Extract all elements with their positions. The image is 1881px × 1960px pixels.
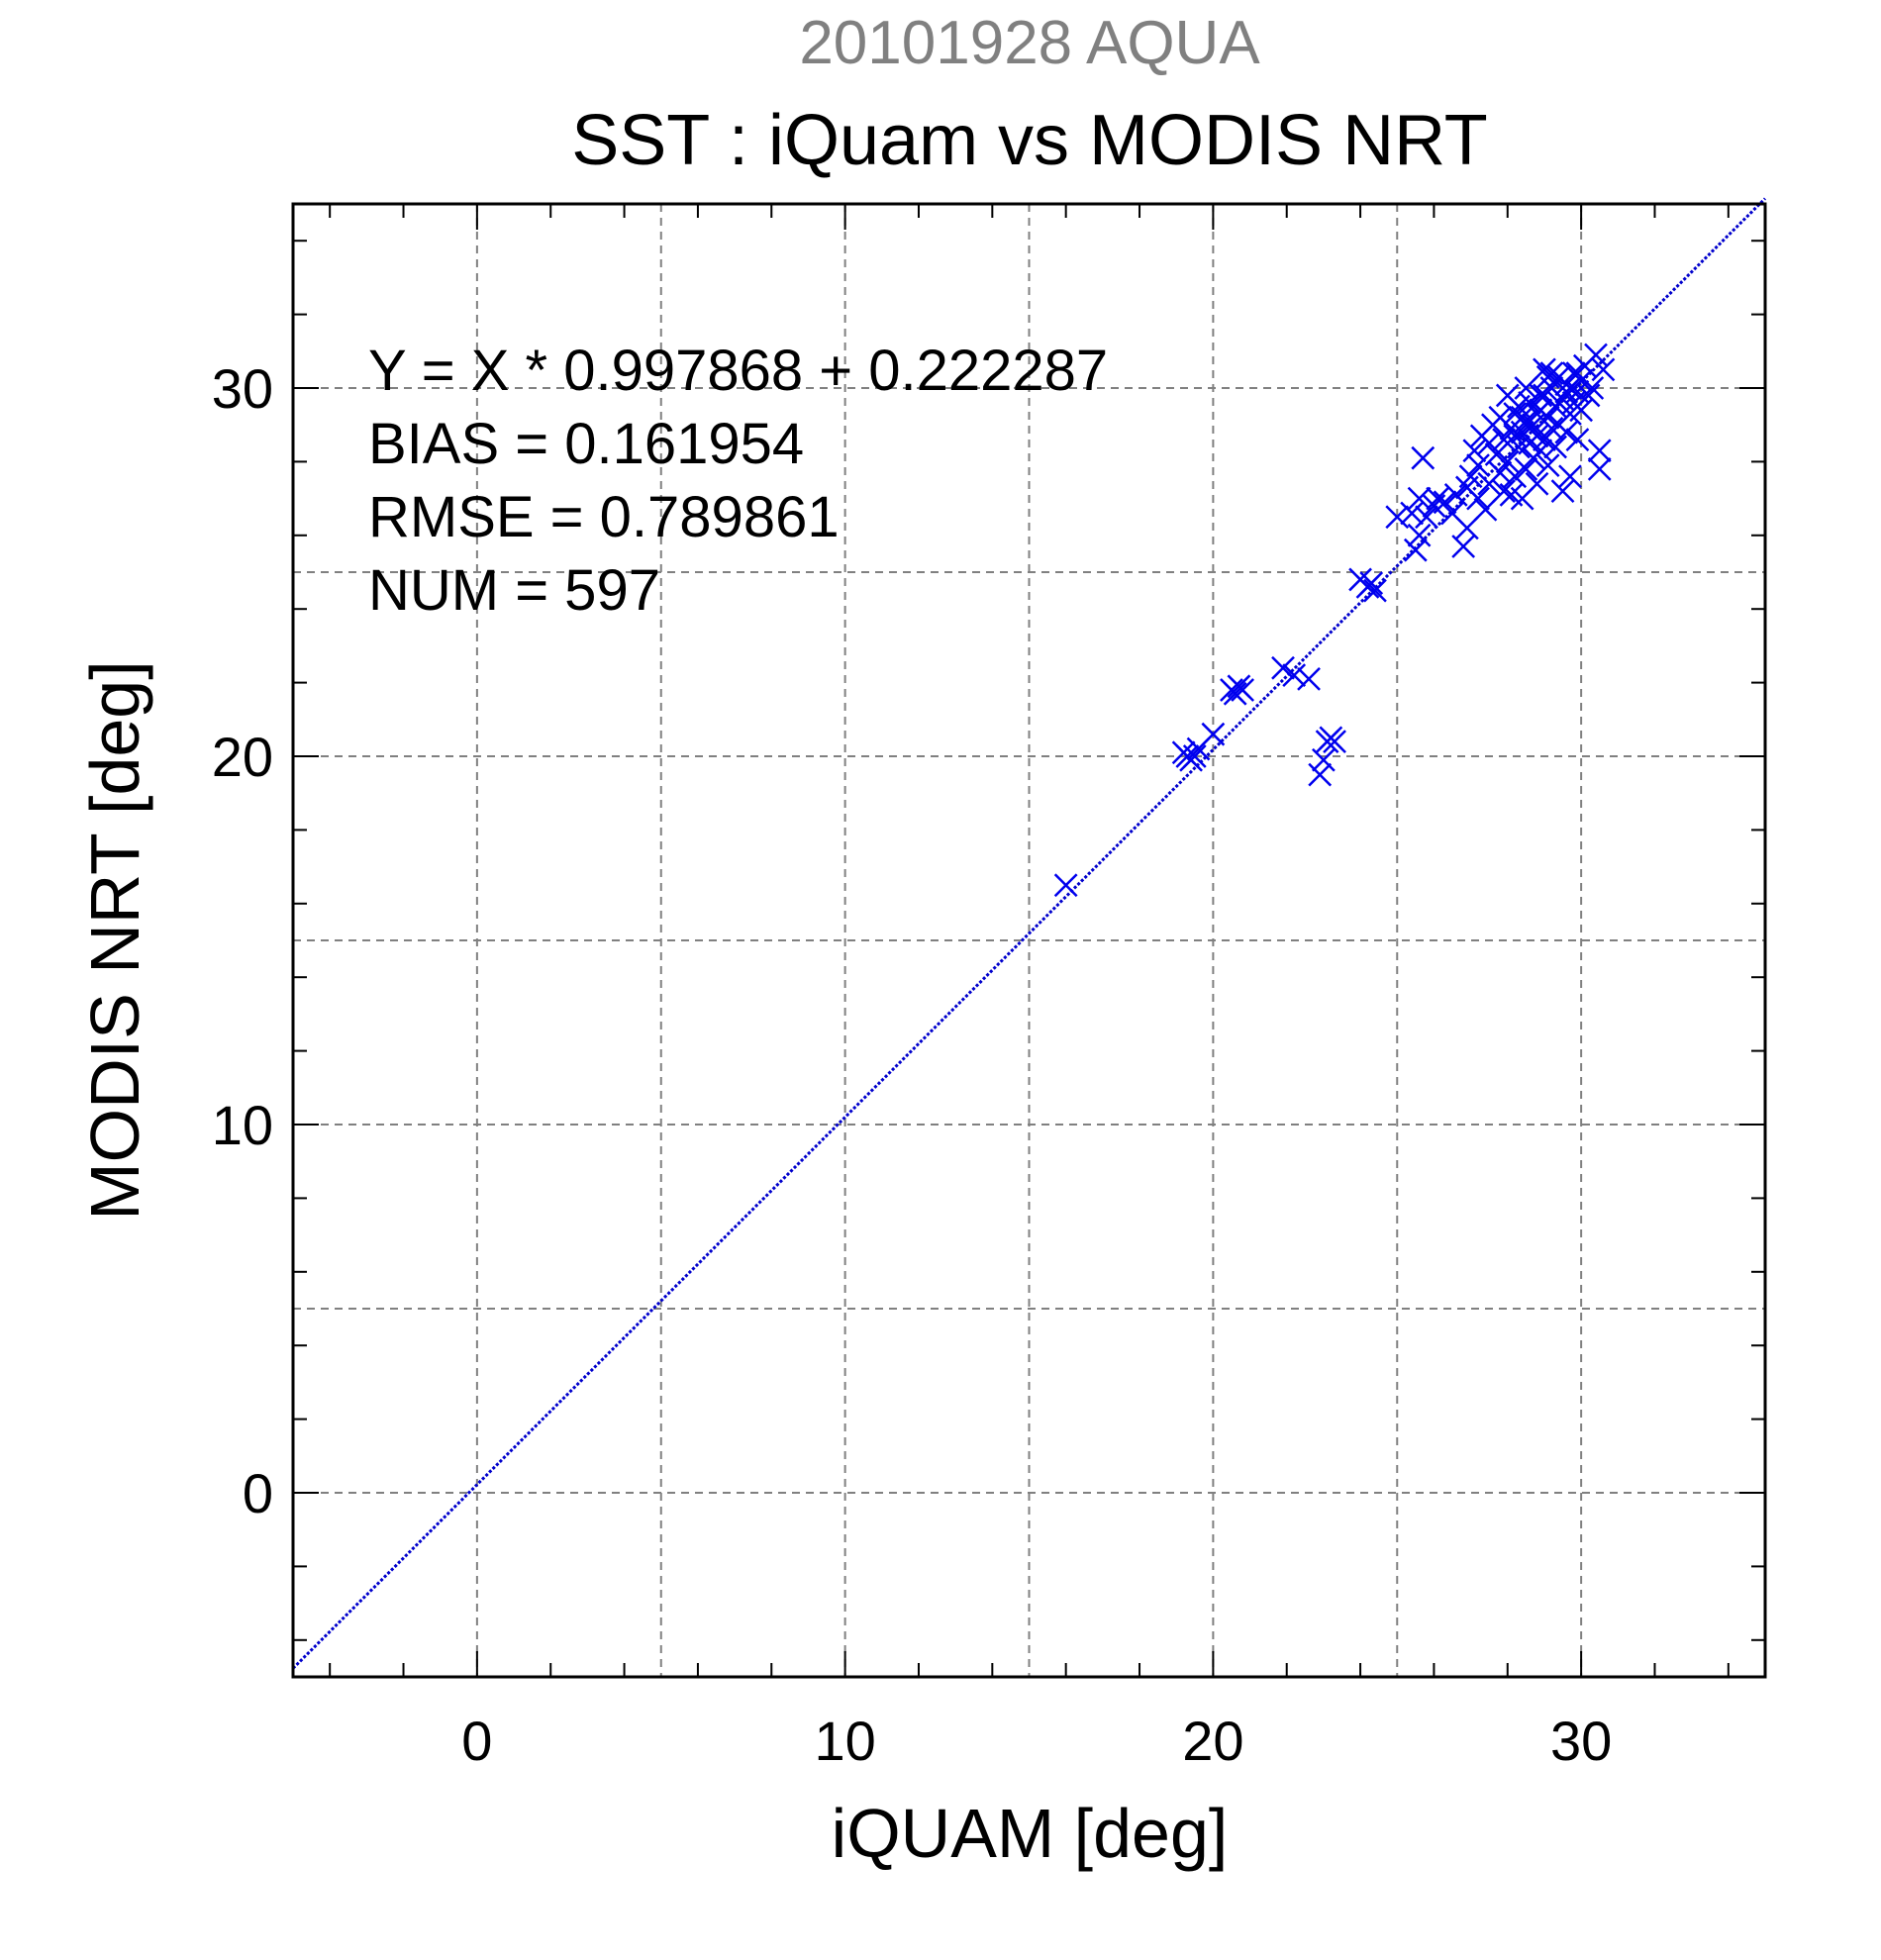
y-tick-label: 0 <box>243 1462 273 1524</box>
data-point <box>1510 405 1534 430</box>
stats-fit-equation: Y = X * 0.997868 + 0.222287 <box>368 339 1108 403</box>
data-point <box>1451 535 1476 558</box>
chart-title: SST : iQuam vs MODIS NRT <box>571 101 1488 180</box>
y-tick-label: 20 <box>212 726 273 788</box>
data-point <box>1407 523 1432 547</box>
data-point <box>1231 678 1254 702</box>
y-tick-label: 30 <box>212 357 273 420</box>
stats-rmse: RMSE = 0.789861 <box>368 485 840 549</box>
data-point <box>1407 486 1432 511</box>
data-point <box>1473 497 1498 522</box>
data-point <box>1443 482 1468 507</box>
data-point <box>1462 439 1487 463</box>
x-tick-label: 0 <box>461 1710 492 1772</box>
data-point <box>1466 453 1490 478</box>
y-axis-label: MODIS NRT [deg] <box>76 660 153 1220</box>
x-axis-label: iQUAM [deg] <box>832 1795 1229 1872</box>
data-point <box>1466 486 1490 511</box>
data-point <box>1558 464 1582 489</box>
data-point <box>1565 361 1590 386</box>
data-point <box>1403 538 1428 562</box>
axis-ticks <box>293 204 1765 1677</box>
data-point <box>1503 424 1528 448</box>
data-point <box>1454 516 1479 540</box>
data-point <box>1182 744 1207 768</box>
x-tick-label: 20 <box>1182 1710 1243 1772</box>
stats-box: Y = X * 0.997868 + 0.222287 BIAS = 0.161… <box>368 339 1108 623</box>
data-point <box>1271 655 1295 680</box>
data-point <box>1514 456 1538 481</box>
data-point <box>1477 431 1502 455</box>
data-point <box>1495 449 1520 474</box>
data-point <box>1554 420 1579 444</box>
grid-lines <box>293 204 1765 1677</box>
stats-bias: BIAS = 0.161954 <box>368 412 804 476</box>
plot-frame <box>291 202 1767 1679</box>
data-point <box>1503 464 1528 489</box>
data-point <box>1525 402 1549 426</box>
data-point <box>1587 439 1612 463</box>
data-point <box>1533 357 1556 382</box>
data-point <box>1587 456 1612 481</box>
data-point <box>1323 730 1346 754</box>
data-point <box>1415 505 1438 530</box>
chart-subtitle: 20101928 AQUA <box>799 9 1260 77</box>
data-point <box>1518 390 1541 415</box>
data-point <box>1484 442 1509 466</box>
data-point <box>1529 383 1553 408</box>
data-point <box>1535 364 1560 389</box>
data-point <box>1591 357 1616 382</box>
data-point <box>1569 398 1594 423</box>
data-point <box>1558 376 1582 400</box>
data-point <box>1223 681 1247 706</box>
data-point <box>1576 383 1601 408</box>
data-point <box>1518 417 1541 441</box>
data-point <box>1565 428 1590 451</box>
x-tick-label: 30 <box>1550 1710 1612 1772</box>
data-point <box>1308 762 1333 787</box>
data-point <box>1297 666 1321 691</box>
data-point <box>1525 471 1549 496</box>
data-point <box>1543 435 1567 459</box>
fit-line-group <box>291 197 1767 1670</box>
data-point <box>1433 490 1457 515</box>
fit-line <box>291 197 1767 1670</box>
data-point <box>1492 479 1516 504</box>
data-point <box>1400 501 1425 526</box>
x-tick-labels: 0 10 20 30 <box>461 1710 1612 1772</box>
data-point <box>1411 445 1436 470</box>
y-tick-labels: 0 10 20 30 <box>212 357 273 1524</box>
data-point <box>1053 873 1078 898</box>
data-point <box>1488 460 1513 485</box>
data-point <box>1584 343 1608 367</box>
data-point <box>1312 747 1336 772</box>
data-point <box>1546 390 1571 415</box>
data-point <box>1385 505 1410 530</box>
data-point <box>1514 376 1538 400</box>
y-tick-label: 10 <box>212 1094 273 1156</box>
data-points <box>1053 343 1616 898</box>
data-point <box>1550 479 1575 504</box>
x-tick-label: 10 <box>814 1710 875 1772</box>
data-point <box>1535 453 1560 478</box>
stats-num: NUM = 597 <box>368 558 660 623</box>
data-point <box>1569 368 1594 393</box>
data-point <box>1363 578 1387 603</box>
data-point <box>1458 464 1483 489</box>
data-point <box>1201 722 1226 746</box>
data-point <box>1359 571 1384 596</box>
data-point <box>1282 663 1307 688</box>
